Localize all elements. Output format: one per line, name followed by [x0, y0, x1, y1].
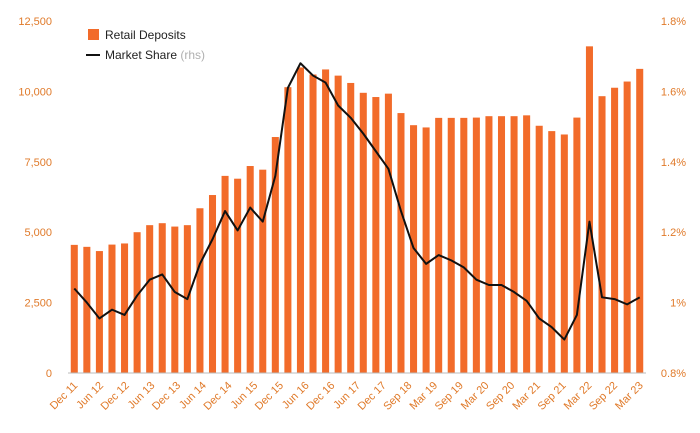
x-tick-label-4: Dec 13: [150, 380, 183, 413]
bar-retail-deposits-28: [422, 127, 430, 373]
x-tick-label-2: Dec 12: [99, 380, 132, 413]
bar-retail-deposits-22: [347, 82, 355, 373]
bar-retail-deposits-43: [611, 87, 619, 374]
bar-retail-deposits-39: [560, 134, 568, 373]
bar-retail-deposits-23: [359, 92, 367, 373]
bar-retail-deposits-38: [548, 131, 556, 373]
bar-retail-deposits-24: [372, 97, 380, 373]
bar-retail-deposits-12: [221, 175, 229, 373]
x-tick-label-6: Dec 14: [201, 380, 234, 413]
left-tick-label-3: 7,500: [24, 157, 52, 169]
bars-layer: [70, 46, 644, 374]
bar-retail-deposits-40: [573, 117, 581, 373]
x-tick-label-0: Dec 11: [48, 380, 81, 413]
bar-retail-deposits-19: [309, 74, 317, 373]
bar-retail-deposits-10: [196, 208, 204, 373]
legend-market-share-name: Market Share: [105, 48, 177, 62]
line-market-share: [73, 62, 641, 341]
right-tick-label-2: 1.2%: [661, 227, 686, 239]
right-tick-label-3: 1.4%: [661, 157, 686, 169]
bar-retail-deposits-35: [510, 116, 518, 374]
right-tick-label-0: 0.8%: [661, 368, 686, 380]
x-tick-label-15: Sep 19: [433, 380, 466, 413]
right-tick-label-5: 1.8%: [661, 16, 686, 28]
bar-retail-deposits-8: [171, 226, 179, 373]
legend-label-market-share: Market Share (rhs): [105, 48, 205, 62]
x-tick-label-13: Sep 18: [381, 380, 414, 413]
bar-retail-deposits-15: [259, 169, 267, 373]
x-tick-label-21: Sep 22: [587, 380, 620, 413]
right-tick-label-4: 1.6%: [661, 86, 686, 98]
bar-retail-deposits-11: [208, 195, 217, 373]
bar-retail-deposits-42: [598, 96, 606, 373]
bar-retail-deposits-37: [535, 125, 543, 373]
left-tick-label-2: 5,000: [24, 227, 52, 239]
x-tick-label-10: Dec 16: [304, 380, 337, 413]
bar-retail-deposits-2: [95, 251, 103, 373]
bar-retail-deposits-4: [121, 243, 129, 373]
bar-retail-deposits-20: [322, 69, 330, 373]
x-tick-label-22: Mar 23: [613, 380, 646, 413]
bar-retail-deposits-25: [384, 93, 392, 374]
bar-retail-deposits-21: [334, 75, 342, 373]
bar-retail-deposits-6: [146, 225, 154, 373]
bar-retail-deposits-0: [70, 244, 78, 373]
left-tick-label-4: 10,000: [18, 86, 52, 98]
bar-retail-deposits-7: [158, 223, 166, 373]
bar-retail-deposits-34: [497, 116, 506, 374]
right-tick-label-1: 1%: [670, 298, 686, 310]
bar-retail-deposits-45: [636, 68, 644, 374]
bar-retail-deposits-14: [246, 166, 254, 373]
bar-retail-deposits-32: [472, 117, 480, 373]
bar-retail-deposits-18: [296, 67, 304, 374]
bar-retail-deposits-26: [397, 113, 405, 373]
legend-label-retail-deposits: Retail Deposits: [105, 28, 186, 42]
bar-retail-deposits-44: [623, 81, 631, 373]
bar-retail-deposits-33: [485, 116, 493, 374]
legend-market-share-note: (rhs): [180, 48, 205, 62]
bar-retail-deposits-13: [234, 178, 242, 373]
bar-retail-deposits-31: [460, 117, 468, 374]
bar-retail-deposits-1: [83, 246, 91, 373]
left-tick-label-1: 2,500: [24, 298, 52, 310]
bar-retail-deposits-41: [585, 46, 593, 374]
x-tick-label-19: Sep 21: [536, 380, 569, 413]
left-tick-label-0: 0: [46, 368, 52, 380]
bar-retail-deposits-5: [133, 232, 141, 373]
left-tick-label-5: 12,500: [18, 16, 52, 28]
bar-retail-deposits-17: [284, 87, 292, 374]
legend-swatch-retail-deposits: [88, 29, 99, 40]
bar-retail-deposits-16: [271, 137, 279, 373]
line-layer: [73, 62, 641, 341]
x-tick-label-8: Dec 15: [253, 380, 286, 413]
bar-retail-deposits-29: [435, 117, 443, 374]
bar-retail-deposits-36: [523, 115, 531, 373]
bar-retail-deposits-30: [447, 117, 455, 374]
legend: Retail Deposits Market Share (rhs): [86, 28, 205, 62]
x-tick-label-17: Sep 20: [484, 380, 517, 413]
